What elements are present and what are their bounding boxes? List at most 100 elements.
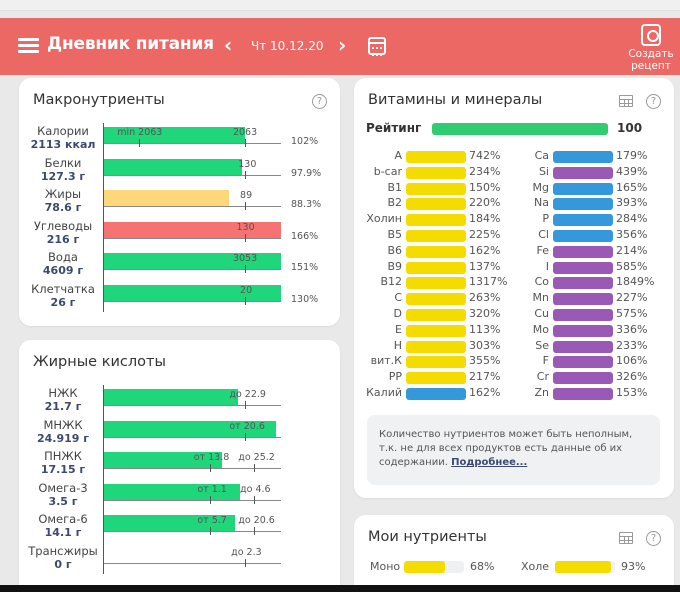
nutrient-row: PP 217% <box>354 370 674 386</box>
macros-target-label: 130 <box>238 158 257 170</box>
fatty-axis <box>103 499 281 501</box>
fatty-target-label: до 22.9 <box>229 389 266 400</box>
calendar-icon[interactable] <box>368 37 386 56</box>
macros-name: Вода <box>48 250 78 264</box>
nutrient-name: Mo <box>532 322 549 336</box>
nutrient-percent: 137% <box>469 259 501 273</box>
nutrient-name: Si <box>538 164 549 178</box>
macros-amount: 4609 г <box>42 264 84 277</box>
nutrient-bar <box>553 372 613 385</box>
nutrient-name: C <box>394 291 402 305</box>
nutrient-row: B6 162% <box>354 244 674 260</box>
my-nutrient-track <box>555 561 615 573</box>
nutrient-percent: 263% <box>469 291 501 305</box>
fatty-name: Омега-6 <box>38 512 88 526</box>
nutrient-name: Калий <box>366 386 402 399</box>
nutrient-bar <box>406 261 466 274</box>
macros-axis <box>103 206 281 207</box>
nutrient-percent: 233% <box>616 338 648 352</box>
nutrient-row: Fe 214% <box>354 244 674 260</box>
nutrient-percent: 225% <box>469 228 501 241</box>
nutrient-bar <box>406 166 466 179</box>
nutrient-percent: 214% <box>616 243 648 257</box>
nutrient-row: Se 233% <box>354 339 674 355</box>
macros-tick <box>245 233 247 242</box>
chevron-left-icon[interactable]: ‹ <box>224 33 233 57</box>
nutrient-name: P <box>542 212 549 226</box>
help-icon[interactable]: ? <box>646 531 661 546</box>
chevron-right-icon[interactable]: › <box>338 33 347 57</box>
nutrient-percent: 165% <box>616 180 648 194</box>
nutrient-row: Mo 336% <box>354 323 674 339</box>
nutrient-bar <box>553 230 613 242</box>
macros-amount: 2113 ккал <box>30 138 96 151</box>
current-date[interactable]: Чт 10.12.20 <box>251 39 324 53</box>
fatty-name: НЖК <box>48 386 78 400</box>
note-text: Количество нутриентов может быть неполны… <box>379 429 633 468</box>
table-icon[interactable] <box>619 95 633 107</box>
macros-name: Клетчатка <box>31 281 95 296</box>
help-icon[interactable]: ? <box>646 94 661 109</box>
fatty-axis <box>103 468 281 469</box>
macros-tick <box>245 170 247 179</box>
nutrient-bar <box>553 214 613 227</box>
nutrient-row: Ca 179% <box>354 149 674 165</box>
nutrient-bar <box>406 309 466 321</box>
nutrient-name: I <box>545 259 549 273</box>
macros-target-label: 89 <box>240 190 253 201</box>
fatty-target-label: до 20.6 <box>238 515 275 526</box>
nutrient-percent: 320% <box>469 307 501 320</box>
macros-amount: 216 г <box>46 232 80 246</box>
macros-percent: 130% <box>291 293 319 305</box>
nutrient-bar <box>553 151 613 163</box>
nutrient-bar <box>553 182 613 195</box>
macros-row: Вода 4609 г 3053 151% <box>19 249 339 280</box>
fatty-row: Трансжиры 0 г до 2.3 <box>19 543 339 574</box>
nutrient-bar <box>553 356 613 369</box>
vitamins-title: Витамины и минералы <box>368 92 543 108</box>
more-link[interactable]: Подробнее... <box>451 457 528 468</box>
nutrient-bar <box>553 277 613 290</box>
table-icon[interactable] <box>619 532 633 544</box>
nutrient-row: F 106% <box>354 354 674 370</box>
fatty-tick <box>254 495 256 504</box>
nutrient-bar <box>406 277 466 290</box>
nutrient-row: вит.К 355% <box>354 354 674 370</box>
macros-percent: 97.9% <box>291 167 322 179</box>
nutrient-bar <box>406 198 466 211</box>
nutrient-name: Ca <box>534 149 549 162</box>
create-recipe-button[interactable]: Создать рецепт <box>622 22 680 72</box>
help-icon[interactable]: ? <box>312 94 327 109</box>
macros-amount: 78.6 г <box>44 201 82 214</box>
nutrient-percent: 234% <box>469 164 501 178</box>
fatty-vertical-axis <box>103 385 104 574</box>
fatty-name: Трансжиры <box>28 543 98 558</box>
fatty-axis <box>103 436 281 438</box>
fatty-bar <box>103 515 235 531</box>
nutrient-name: PP <box>388 370 402 384</box>
nutrient-name: Mg <box>532 180 549 194</box>
fatty-tick <box>209 464 211 472</box>
recipe-icon <box>641 24 661 46</box>
nutrient-bar <box>406 151 466 163</box>
nutrient-bar <box>553 388 613 400</box>
menu-icon[interactable] <box>18 38 39 53</box>
nutrient-row: B2 220% <box>354 196 674 212</box>
nutrient-percent: 220% <box>469 196 501 210</box>
macros-name: Калории <box>37 124 89 138</box>
fatty-amount: 14.1 г <box>44 526 82 539</box>
nutrient-row: Калий 162% <box>354 386 674 402</box>
nutrient-percent: 179% <box>616 149 648 162</box>
nutrient-name: Zn <box>534 386 549 399</box>
fatty-target-label: до 4.6 <box>240 483 271 495</box>
vitamins-card: Витамины и минералы ? Рейтинг 100 A 742% b… <box>354 78 674 498</box>
fatty-row: Омега-3 3.5 г от 1.1 до 4.6 <box>19 480 339 511</box>
nutrient-bar <box>406 324 466 337</box>
fatty-target-label: от 13.8 <box>193 452 230 463</box>
fatty-row: Омега-6 14.1 г от 5.7 до 20.6 <box>19 511 339 542</box>
nutrient-name: Co <box>534 275 549 289</box>
macros-bar <box>103 190 230 206</box>
nutrient-bar <box>406 356 466 369</box>
nutrient-name: F <box>542 354 549 368</box>
nutrient-bar <box>553 324 613 337</box>
